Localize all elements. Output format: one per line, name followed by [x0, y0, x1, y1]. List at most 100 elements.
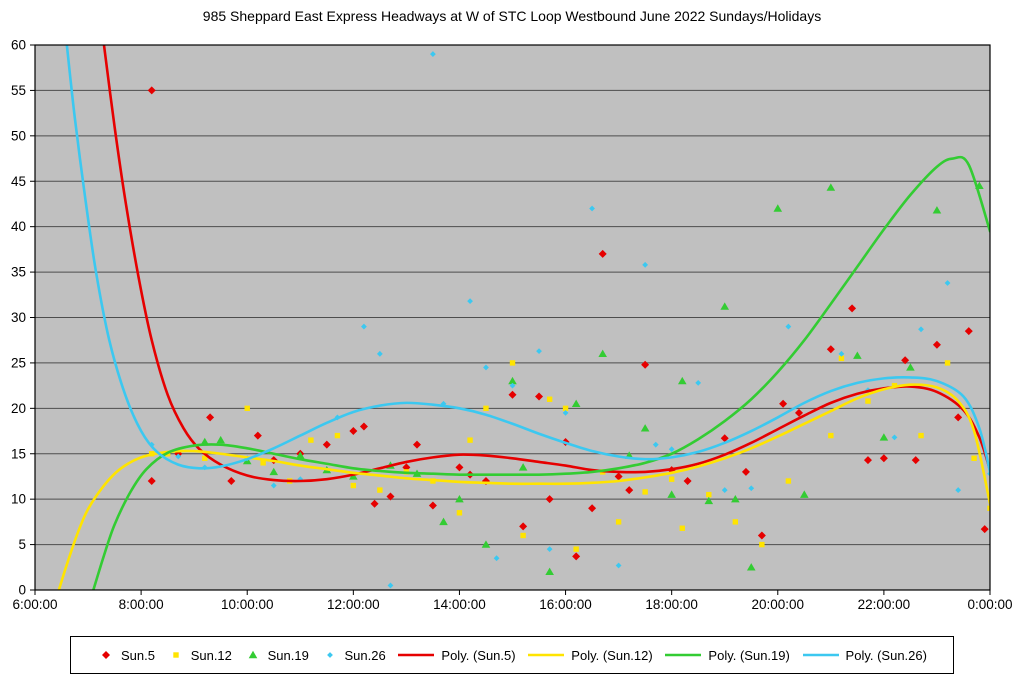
data-point-diamond	[598, 249, 607, 258]
data-point-diamond	[911, 456, 920, 465]
data-point-diamond	[147, 477, 156, 485]
diamond-small-swatch-icon	[326, 652, 333, 658]
data-point-diamond-small	[546, 546, 553, 553]
y-tick-label: 15	[11, 446, 26, 461]
y-tick-label: 55	[11, 83, 26, 98]
trendline-poly-sun-19-	[92, 155, 990, 590]
data-point-diamond-small	[944, 280, 951, 286]
data-point-diamond-small	[387, 582, 394, 589]
data-point-diamond	[954, 413, 963, 422]
legend-label-sun12: Sun.12	[190, 647, 232, 663]
data-point-diamond	[741, 467, 750, 476]
data-point-triangle	[455, 494, 464, 503]
y-tick-label: 0	[18, 583, 26, 598]
trendline-poly-sun-5-	[102, 45, 990, 483]
data-point-diamond	[588, 504, 597, 513]
data-point-diamond-small	[642, 261, 649, 268]
plot-area: 0 5 10 15 20 25 30 35 40 45 50 55 60 6:00:00 8:00:00 10…	[11, 38, 1013, 613]
y-tick-label: 40	[11, 219, 26, 234]
data-point-square	[987, 505, 990, 511]
data-point-triangle	[800, 490, 809, 498]
data-point-diamond	[413, 440, 421, 449]
data-point-diamond	[641, 360, 650, 369]
data-point-triangle	[269, 467, 279, 476]
y-tick-label: 5	[18, 537, 26, 552]
data-point-square	[828, 432, 834, 439]
legend-label-sun5: Sun.5	[121, 647, 155, 663]
data-point-diamond	[535, 392, 544, 401]
data-point-triangle	[295, 451, 305, 459]
data-point-triangle	[598, 349, 607, 358]
y-tick-label: 45	[11, 174, 26, 189]
data-point-square	[350, 482, 357, 489]
x-tick-label: 6:00:00	[12, 597, 57, 612]
data-point-diamond	[428, 501, 437, 510]
data-point-diamond-small	[652, 441, 659, 448]
data-point-diamond	[322, 440, 331, 449]
y-tick-label: 35	[11, 265, 26, 280]
data-point-square	[668, 476, 675, 482]
data-point-triangle	[677, 376, 687, 385]
data-point-diamond	[359, 422, 368, 431]
data-point-square	[334, 432, 341, 439]
data-point-triangle	[720, 302, 730, 310]
data-point-diamond	[455, 463, 464, 472]
data-point-diamond	[625, 486, 634, 495]
y-tick-label: 60	[11, 38, 26, 53]
y-tick-label: 25	[11, 355, 26, 370]
legend-label-sun19: Sun.19	[267, 647, 309, 663]
data-point-square	[308, 437, 314, 443]
legend-label-poly-sun12: Poly. (Sun.12)	[571, 647, 653, 663]
data-point-square	[377, 487, 383, 493]
data-point-square	[732, 519, 739, 525]
legend: Sun.5 Sun.12 Sun.19 Sun.26 Poly. (Sun.5) Poly…	[70, 636, 954, 674]
data-point-diamond-small	[430, 51, 436, 57]
data-point-triangle	[545, 567, 554, 576]
data-point-triangle	[481, 540, 491, 548]
data-point-square	[509, 360, 516, 366]
data-point-diamond-small	[175, 453, 182, 460]
data-point-diamond	[349, 427, 358, 436]
chart-title: 985 Sheppard East Express Headways at W …	[202, 8, 822, 24]
data-point-diamond-small	[376, 350, 383, 357]
x-tick-label: 8:00:00	[119, 597, 164, 612]
data-point-diamond	[614, 472, 623, 481]
data-point-triangle	[216, 435, 225, 444]
data-point-diamond	[863, 456, 872, 465]
data-point-triangle	[439, 517, 448, 526]
data-point-triangle	[640, 424, 650, 432]
data-point-diamond-small	[918, 326, 924, 333]
line-swatch-icon	[528, 653, 565, 657]
data-point-diamond-small	[483, 364, 489, 371]
data-point-diamond	[879, 454, 888, 463]
y-tick-label: 20	[11, 401, 26, 416]
x-tick-label: 22:00:00	[858, 597, 911, 612]
data-point-diamond-small	[838, 350, 845, 357]
trendline-poly-sun-26-	[65, 45, 990, 474]
data-point-diamond	[980, 525, 989, 534]
data-point-triangle	[932, 206, 942, 214]
data-point-diamond-small	[785, 323, 792, 330]
y-tick-label: 50	[11, 128, 26, 143]
data-point-diamond	[206, 413, 215, 422]
legend-item-sun5: Sun.5	[97, 648, 155, 663]
data-point-diamond-small	[562, 409, 569, 416]
data-point-square	[546, 396, 553, 402]
data-point-diamond	[683, 477, 692, 485]
data-point-diamond-small	[695, 380, 702, 386]
data-point-square	[706, 491, 712, 498]
data-point-diamond-small	[891, 434, 898, 441]
line-swatch-icon	[398, 653, 435, 657]
legend-item-poly-sun5: Poly. (Sun.5)	[397, 648, 516, 663]
data-point-diamond-small	[270, 482, 277, 489]
data-point-diamond-small	[668, 446, 675, 453]
x-tick-label: 18:00:00	[645, 597, 698, 612]
data-point-square	[244, 405, 250, 412]
data-point-triangle	[667, 490, 676, 498]
data-point-diamond-small	[721, 487, 728, 493]
data-point-square	[865, 398, 871, 404]
data-point-square	[785, 478, 792, 484]
diamond-swatch-icon	[102, 651, 110, 659]
data-point-diamond	[757, 531, 766, 540]
